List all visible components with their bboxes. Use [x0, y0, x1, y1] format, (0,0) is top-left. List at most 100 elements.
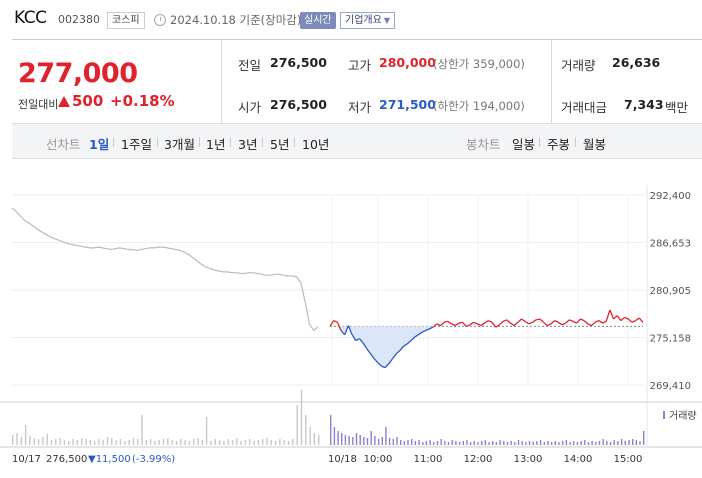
today-price-segment: [458, 321, 463, 324]
prev-day-volume-bar: [50, 440, 53, 445]
today-volume-bar: [595, 442, 597, 445]
prev-day-volume-bar: [46, 434, 48, 445]
today-price-segment: [488, 320, 493, 323]
tab-1w[interactable]: 1주일: [121, 137, 152, 152]
today-price-segment: [547, 323, 552, 327]
prev-day-volume-bar: [162, 439, 165, 445]
prev-day-volume-bar: [145, 440, 147, 445]
today-price-segment: [502, 319, 508, 322]
y-tick-label: 269,410: [650, 381, 691, 392]
prev-day-volume-bar: [223, 441, 225, 445]
tab-10y[interactable]: 10년: [302, 137, 330, 152]
prev-day-volume-bar: [175, 441, 178, 445]
change-label: 전일대비: [18, 98, 59, 111]
prev-day-volume-bar: [318, 435, 320, 445]
today-price-segment: [506, 319, 511, 324]
amount-value: 7,343: [624, 97, 664, 112]
prev-day-volume-bar: [210, 441, 212, 445]
company-overview-dropdown[interactable]: 기업개요 ▼: [340, 12, 395, 29]
price-chart-svg[interactable]: 292,400 286,653 280,905 275,158 269,410 거래량 10…: [0, 160, 702, 478]
today-price-segment: [576, 318, 581, 324]
today-volume-bar: [573, 441, 575, 445]
today-price-segment: [580, 318, 585, 322]
today-price-segment: [381, 365, 386, 369]
tab-1d[interactable]: 1일: [89, 137, 110, 152]
today-volume-bar: [539, 440, 542, 445]
today-volume-bar: [447, 442, 450, 445]
today-price-segment: [605, 309, 611, 322]
prev-day-change-pct: (-3.99%): [132, 454, 175, 465]
prev-day-volume-bar: [231, 440, 234, 445]
today-price-segment: [635, 317, 640, 322]
today-price-segment: [513, 321, 519, 327]
prev-day-volume-bar: [296, 405, 298, 445]
today-volume-bar: [565, 440, 568, 445]
prev-day-volume-bar: [124, 441, 126, 445]
change-percent: +0.18%: [110, 92, 175, 110]
prev-day-volume-bar: [266, 438, 268, 445]
realtime-button[interactable]: 실시간: [300, 12, 336, 29]
today-volume-bar: [422, 442, 424, 445]
prev-day-volume-bar: [106, 437, 109, 445]
today-volume-bar: [569, 442, 571, 445]
today-volume-bar: [547, 441, 549, 445]
today-volume-bar: [381, 437, 383, 445]
today-volume-bar: [344, 435, 347, 445]
today-price-segment: [590, 321, 596, 327]
price-chart[interactable]: 292,400 286,653 280,905 275,158 269,410 거래량 10…: [0, 160, 702, 478]
today-volume-bar: [440, 439, 442, 445]
today-volume-bar: [639, 441, 641, 445]
prev-day-volume-bar: [171, 440, 173, 445]
today-price-segment: [495, 324, 500, 328]
today-volume-bar: [562, 441, 564, 445]
today-volume-bar: [580, 441, 582, 445]
today-volume-bar: [484, 440, 487, 445]
prev-day-volume-bar: [93, 441, 96, 445]
tab-monthly-candle[interactable]: 월봉: [583, 137, 607, 152]
tab-3m[interactable]: 3개월: [164, 137, 195, 152]
base-date: 2024.10.18 기준(장마감): [170, 13, 302, 27]
today-price-segment: [624, 316, 629, 320]
prev-day-change: ▼11,500: [88, 454, 131, 465]
today-volume-bar: [554, 441, 556, 445]
today-price-segment: [539, 318, 545, 323]
prev-day-volume-bar: [253, 441, 255, 445]
today-price-segment: [333, 320, 338, 323]
tab-weekly-candle[interactable]: 주봉: [547, 137, 571, 152]
prev-day-volume-bar: [12, 435, 14, 445]
upper-limit: (상한가 359,000): [433, 57, 525, 71]
tab-1y[interactable]: 1년: [206, 137, 226, 152]
today-volume-bar: [462, 441, 464, 445]
today-price-segment: [384, 363, 390, 369]
today-price-segment: [473, 321, 478, 325]
prev-day-volume-bar: [132, 438, 135, 445]
today-volume-bar: [466, 440, 468, 445]
prev-day-volume-bar: [149, 439, 152, 445]
today-price-segment: [609, 309, 615, 320]
today-price-segment: [421, 329, 426, 333]
x-tick-label: 10:00: [364, 454, 393, 465]
x-tick-label: 12:00: [464, 454, 493, 465]
tab-5y[interactable]: 5년: [270, 137, 290, 152]
prev-day-volume-bar: [167, 438, 169, 445]
tab-daily-candle[interactable]: 일봉: [512, 137, 536, 152]
prev-day-volume-bar: [180, 439, 182, 445]
prev-day-volume-bar: [218, 440, 221, 445]
today-volume-bar: [635, 440, 637, 445]
today-volume-bar: [543, 442, 545, 445]
prev-day-volume-bar: [102, 440, 104, 445]
prev-day-volume-bar: [279, 439, 281, 445]
today-price-segment: [366, 348, 372, 355]
today-price-segment: [410, 336, 416, 341]
prev-day-volume-bar: [55, 439, 57, 445]
prev-day-volume-bar: [262, 439, 264, 445]
prev-day-volume-bar: [188, 441, 191, 445]
prev-day-volume-bar: [257, 440, 260, 445]
today-price-segment: [454, 322, 460, 327]
today-price-segment: [399, 345, 405, 351]
today-volume-bar: [370, 431, 372, 445]
tab-3y[interactable]: 3년: [238, 137, 258, 152]
prev-day-volume-bar: [37, 439, 40, 445]
today-volume-bar: [403, 441, 405, 445]
today-volume-bar: [517, 440, 520, 445]
